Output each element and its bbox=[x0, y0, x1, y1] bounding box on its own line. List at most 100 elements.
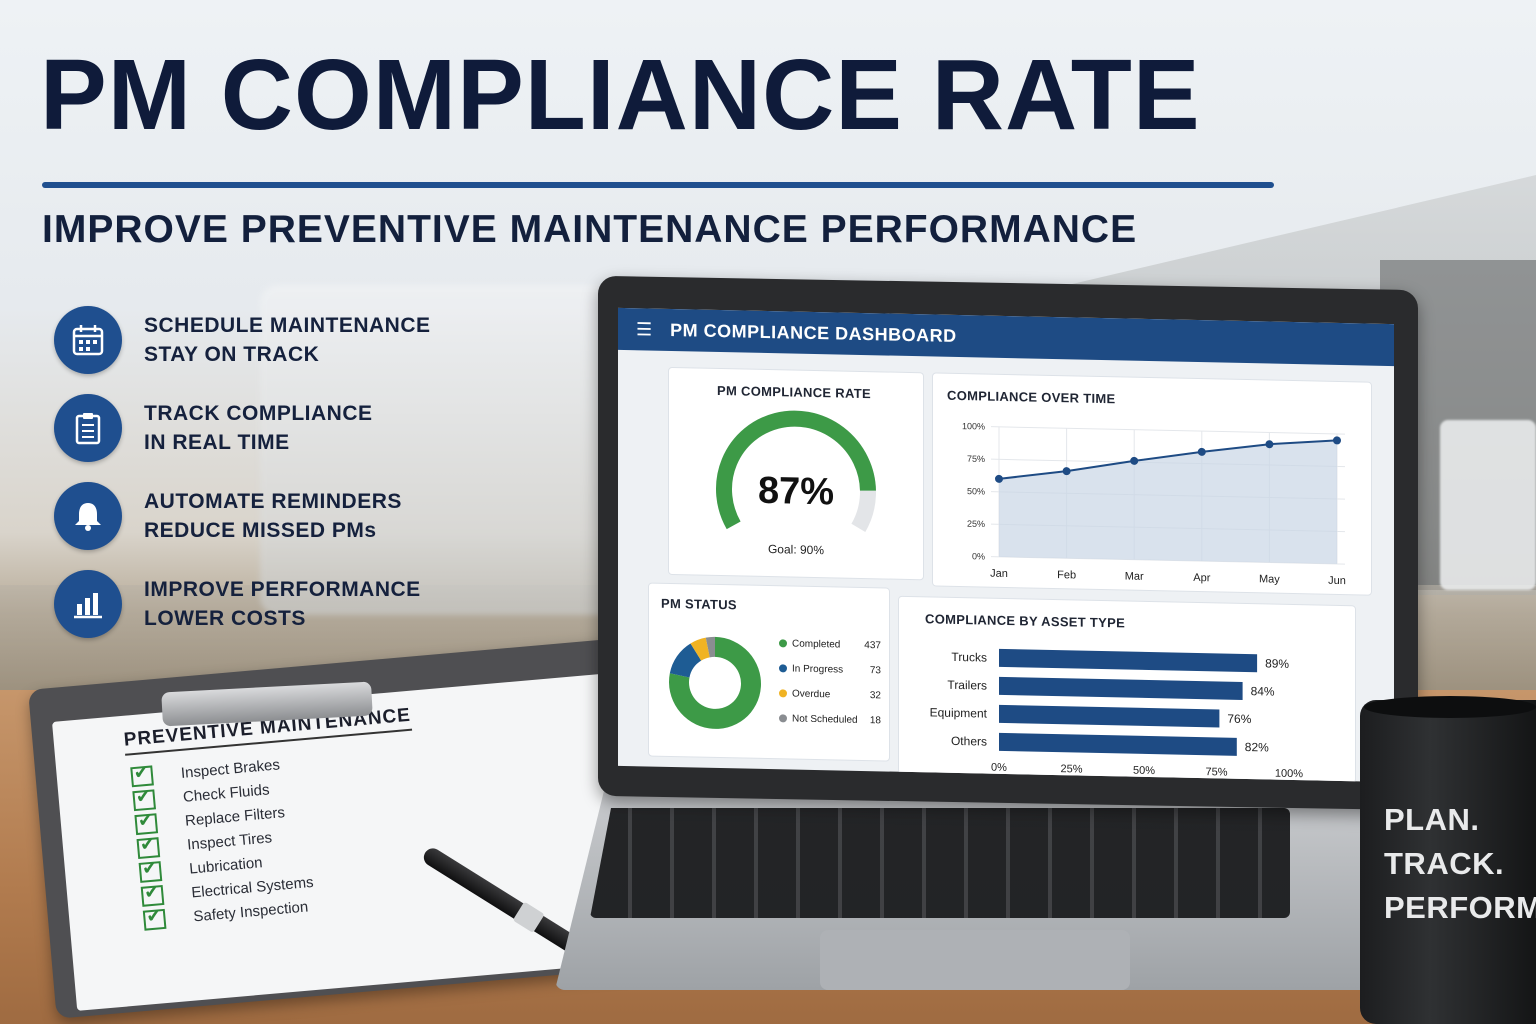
bell-icon bbox=[54, 482, 122, 550]
x-tick-label: 75% bbox=[1205, 766, 1227, 778]
gauge-card: PM COMPLIANCE RATE 87% Goal: 90% bbox=[668, 366, 924, 581]
bar-category-label: Trailers bbox=[947, 678, 987, 693]
bar bbox=[999, 648, 1258, 673]
grid-line bbox=[991, 556, 1345, 565]
dashboard-screen: ☰ PM COMPLIANCE DASHBOARD PM COMPLIANCE … bbox=[618, 307, 1394, 783]
legend-label: Completed bbox=[792, 639, 840, 651]
line-point bbox=[995, 474, 1003, 483]
clipboard-icon bbox=[54, 394, 122, 462]
status-card: PM STATUS Completed 437 In Progress 73 Overd… bbox=[648, 582, 890, 762]
legend-label: Overdue bbox=[792, 689, 831, 701]
x-tick-label: 100% bbox=[1275, 768, 1303, 781]
feature-item: IMPROVE PERFORMANCE LOWER COSTS bbox=[54, 560, 431, 648]
bar-category-label: Trucks bbox=[951, 650, 987, 665]
legend-swatch bbox=[779, 689, 787, 698]
gauge-chart bbox=[716, 410, 876, 533]
checkbox-checked-icon bbox=[136, 837, 161, 860]
x-tick-label: Mar bbox=[1125, 570, 1144, 582]
x-tick-label: Jun bbox=[1328, 575, 1346, 587]
legend-value: 437 bbox=[864, 640, 881, 651]
x-tick-label: Apr bbox=[1193, 572, 1210, 584]
x-tick-label: 0% bbox=[991, 762, 1007, 774]
mug-line: TRACK. bbox=[1384, 846, 1505, 881]
donut-chart: Completed 437 In Progress 73 Overdue 32 Not Sc… bbox=[669, 636, 882, 729]
mug-rim bbox=[1364, 696, 1536, 718]
legend-value: 18 bbox=[870, 715, 882, 726]
checkbox-checked-icon bbox=[140, 884, 165, 907]
coffee-mug bbox=[1360, 700, 1536, 1024]
feature-line1: IMPROVE PERFORMANCE bbox=[144, 578, 421, 601]
bar-chart: Trucks 89% Trailers 84% Equipment 76% Others 82… bbox=[930, 648, 1303, 781]
mug-line: PERFORM. bbox=[1384, 890, 1536, 925]
menu-icon[interactable]: ☰ bbox=[636, 318, 653, 340]
parked-truck-image bbox=[1440, 420, 1536, 590]
gauge-fill bbox=[716, 410, 876, 530]
x-tick-label: Feb bbox=[1057, 569, 1076, 581]
feature-list: SCHEDULE MAINTENANCE STAY ON TRACK TRACK … bbox=[54, 296, 431, 648]
line-area bbox=[999, 440, 1337, 564]
bar bbox=[999, 676, 1243, 700]
line-series bbox=[998, 439, 1338, 480]
checkbox-checked-icon bbox=[130, 765, 154, 788]
checkbox-checked-icon bbox=[138, 861, 163, 883]
feature-line2: LOWER COSTS bbox=[144, 607, 306, 630]
checkbox-checked-icon bbox=[132, 789, 157, 812]
grid-line bbox=[991, 426, 1345, 435]
checkbox-checked-icon bbox=[134, 813, 159, 836]
legend-swatch bbox=[779, 639, 787, 648]
checklist-item-label: Safety Inspection bbox=[192, 897, 309, 925]
line-point bbox=[1062, 467, 1071, 476]
donut-slice bbox=[690, 637, 710, 661]
feature-item: SCHEDULE MAINTENANCE STAY ON TRACK bbox=[54, 296, 431, 384]
bar-category-label: Others bbox=[951, 734, 987, 749]
legend-swatch bbox=[779, 664, 787, 673]
gauge-value: 87% bbox=[757, 469, 835, 514]
page-subtitle: IMPROVE PREVENTIVE MAINTENANCE PERFORMAN… bbox=[42, 208, 1138, 251]
checkbox-checked-icon bbox=[142, 908, 167, 931]
title-divider bbox=[42, 182, 1274, 188]
x-tick-label: Jan bbox=[990, 568, 1008, 580]
legend-value: 73 bbox=[870, 665, 882, 676]
y-tick-label: 75% bbox=[967, 454, 985, 464]
feature-line1: TRACK COMPLIANCE bbox=[144, 402, 373, 425]
y-tick-label: 0% bbox=[972, 551, 985, 561]
x-tick-label: May bbox=[1259, 573, 1280, 585]
feature-line1: AUTOMATE REMINDERS bbox=[144, 490, 402, 513]
bar bbox=[999, 732, 1237, 756]
donut-slice bbox=[669, 643, 702, 678]
y-tick-label: 50% bbox=[967, 486, 985, 496]
calendar-icon bbox=[54, 306, 122, 374]
bar-value-label: 84% bbox=[1251, 684, 1275, 699]
line-point bbox=[1333, 436, 1341, 445]
line-chart: 0% 25% 50% 75% 100% Jan Feb Mar Apr May Jun bbox=[962, 421, 1346, 587]
asset-bar-card: COMPLIANCE BY ASSET TYPE Trucks 89% Traile… bbox=[898, 595, 1356, 783]
feature-item: AUTOMATE REMINDERS REDUCE MISSED PMs bbox=[54, 472, 431, 560]
feature-line2: IN REAL TIME bbox=[144, 431, 290, 454]
feature-line2: REDUCE MISSED PMs bbox=[144, 519, 377, 542]
x-tick-label: 25% bbox=[1060, 763, 1082, 775]
line-point bbox=[1265, 440, 1274, 449]
x-tick-label: 50% bbox=[1133, 765, 1155, 777]
checklist-item-label: Lubrication bbox=[188, 853, 264, 878]
legend-swatch bbox=[779, 714, 787, 723]
y-tick-label: 25% bbox=[967, 519, 985, 529]
bar-category-label: Equipment bbox=[930, 705, 988, 720]
legend-value: 32 bbox=[870, 690, 882, 701]
feature-line2: STAY ON TRACK bbox=[144, 343, 320, 366]
mug-slogan: PLAN. TRACK. PERFORM. bbox=[1384, 798, 1536, 930]
legend-label: Not Scheduled bbox=[792, 714, 858, 726]
dashboard-title: PM COMPLIANCE DASHBOARD bbox=[670, 319, 957, 346]
bar-chart-icon bbox=[54, 570, 122, 638]
line-point bbox=[1197, 447, 1206, 456]
donut-slice bbox=[705, 636, 715, 658]
laptop-trackpad bbox=[820, 930, 1130, 990]
bar-value-label: 82% bbox=[1245, 740, 1269, 755]
laptop-keyboard bbox=[590, 808, 1290, 918]
bar-value-label: 76% bbox=[1227, 712, 1251, 727]
bar-value-label: 89% bbox=[1265, 656, 1289, 671]
bar bbox=[999, 704, 1220, 728]
mug-line: PLAN. bbox=[1384, 802, 1480, 837]
y-tick-label: 100% bbox=[962, 421, 985, 431]
line-chart-card: COMPLIANCE OVER TIME 0% 25% 50% 75% 100% Jan F… bbox=[932, 372, 1372, 596]
line-point bbox=[1130, 456, 1139, 465]
